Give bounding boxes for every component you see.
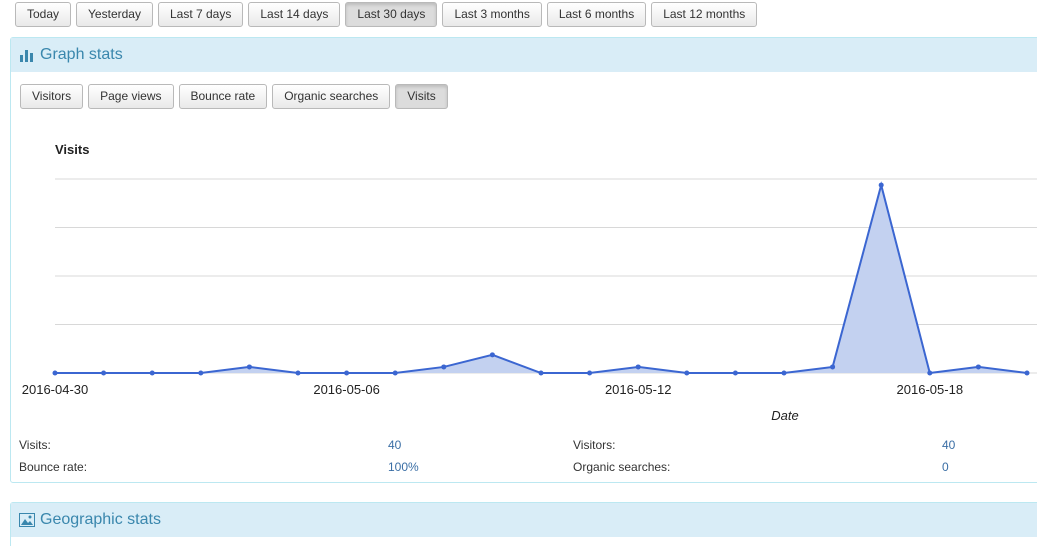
range-button[interactable]: Yesterday (76, 2, 153, 27)
area (55, 185, 1027, 373)
panel-header: Geographic stats (11, 503, 1037, 537)
x-tick-label: 2016-05-12 (605, 382, 672, 397)
point (1024, 370, 1030, 376)
point (927, 370, 933, 376)
x-axis-title: Date (771, 408, 798, 423)
panel-title: Graph stats (40, 46, 123, 63)
stat-value: 40 (942, 438, 956, 452)
range-button[interactable]: Last 3 months (442, 2, 542, 27)
stat-value: 0 (942, 460, 949, 474)
point (392, 370, 398, 376)
point (101, 370, 107, 376)
stat-value: 100% (388, 460, 419, 474)
x-tick-label: 2016-05-18 (897, 382, 964, 397)
chart: Visits Date 2016-04-30 2016-05-06 2016-05-… (22, 142, 1037, 423)
range-toolbar: Today Yesterday Last 7 days Last 14 days Las… (15, 2, 758, 27)
point (587, 370, 593, 376)
stat-label: Bounce rate: (19, 460, 88, 474)
point (198, 370, 204, 376)
geo-panel: Geographic stats (10, 502, 1037, 546)
point (635, 364, 641, 370)
panel-title: Geographic stats (40, 511, 161, 528)
point (878, 182, 884, 188)
point (830, 364, 836, 370)
stat-label: Visitors: (573, 438, 616, 452)
panel-header: Graph stats (11, 38, 1037, 72)
stat-label: Visits: (19, 438, 51, 452)
image-icon (19, 513, 35, 527)
chart-icon (20, 50, 33, 62)
point (149, 370, 155, 376)
chart-title: Visits (55, 142, 89, 157)
metric-toolbar: Visitors Page views Bounce rate Organic sea… (20, 84, 448, 109)
point (538, 370, 544, 376)
point (441, 364, 447, 370)
metric-button[interactable]: Organic searches (272, 84, 391, 109)
x-tick-label: 2016-04-30 (22, 382, 89, 397)
point (344, 370, 350, 376)
range-button[interactable]: Last 6 months (546, 2, 647, 27)
point (781, 370, 787, 376)
x-tick-label: 2016-05-06 (313, 382, 380, 397)
range-button[interactable]: Last 14 days (248, 2, 341, 27)
point (246, 364, 252, 370)
point (295, 370, 301, 376)
range-button[interactable]: Today (15, 2, 72, 27)
metric-button[interactable]: Page views (88, 84, 174, 109)
point (684, 370, 690, 376)
metric-button[interactable]: Bounce rate (178, 84, 268, 109)
point (489, 352, 495, 358)
point (975, 364, 981, 370)
stat-value: 40 (388, 438, 402, 452)
graph-panel: Graph stats (10, 37, 1037, 483)
metric-button[interactable]: Visits (395, 84, 448, 109)
metric-button[interactable]: Visitors (20, 84, 84, 109)
stat-label: Organic searches: (573, 460, 671, 474)
point (732, 370, 738, 376)
range-button[interactable]: Last 12 months (651, 2, 758, 27)
range-button[interactable]: Last 30 days (345, 2, 438, 27)
point (52, 370, 58, 376)
range-button[interactable]: Last 7 days (157, 2, 244, 27)
